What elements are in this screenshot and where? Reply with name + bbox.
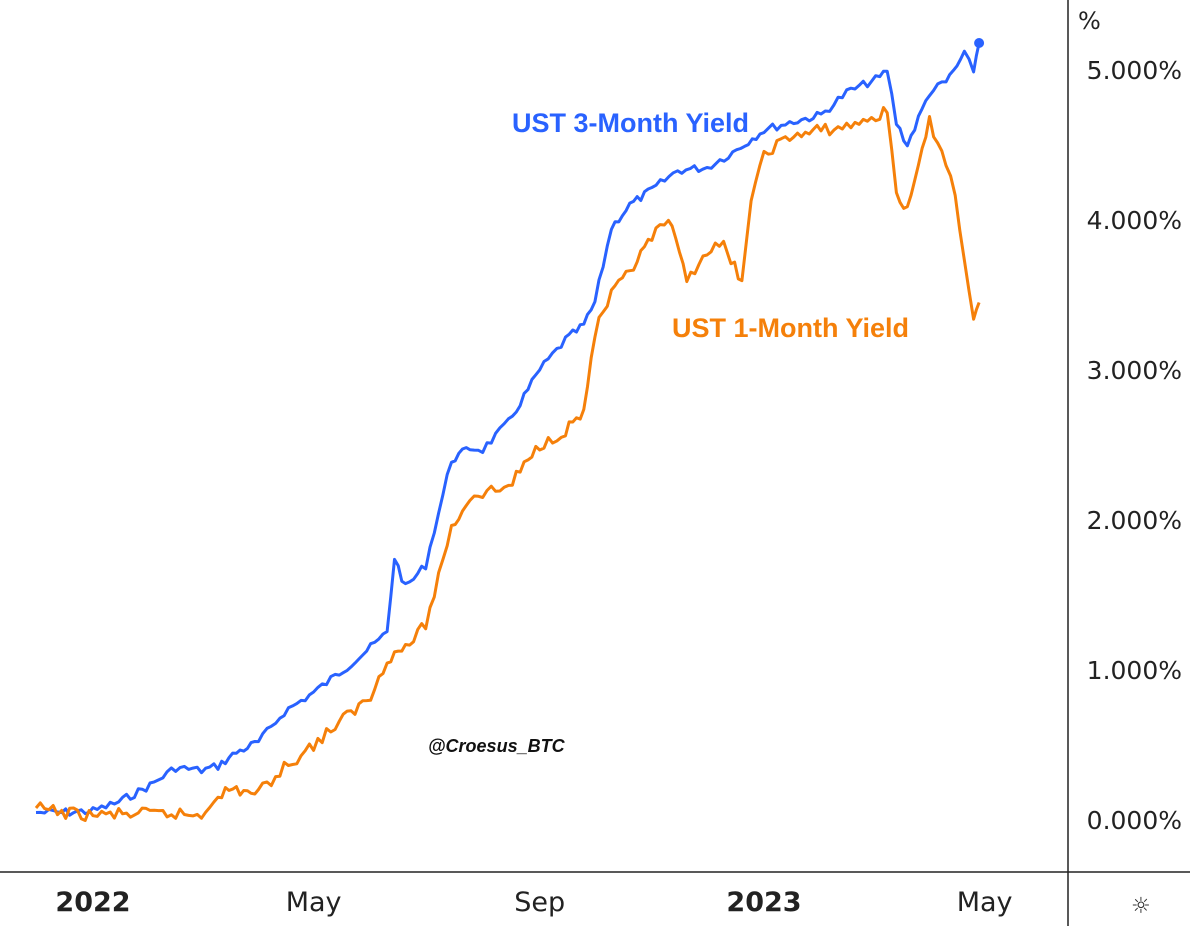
x-tick-label: 2023 <box>726 887 801 918</box>
x-tick-label: 2022 <box>55 887 130 918</box>
x-tick-label: May <box>286 887 342 918</box>
y-tick-label: 4.000% <box>1087 206 1182 235</box>
series-line-3-month <box>35 42 981 817</box>
watermark-text: @Croesus_BTC <box>428 736 566 756</box>
x-tick-label: Sep <box>514 887 565 918</box>
y-tick-label: 5.000% <box>1087 56 1182 85</box>
last-value-marker <box>974 38 985 48</box>
y-tick-label: 2.000% <box>1087 506 1182 535</box>
y-tick-label: 3.000% <box>1087 356 1182 385</box>
x-axis-ticks: 2022 May Sep 2023 May <box>55 887 1012 918</box>
y-axis-ticks: 0.000% 1.000% 2.000% 3.000% 4.000% 5.000% <box>1087 56 1182 835</box>
series-layer <box>34 38 985 822</box>
series-label-1-month: UST 1-Month Yield <box>672 313 909 343</box>
x-tick-label: May <box>957 887 1013 918</box>
series-label-3-month: UST 3-Month Yield <box>512 108 749 138</box>
y-tick-label: 0.000% <box>1087 806 1182 835</box>
settings-icon[interactable]: ☼ <box>1131 894 1151 919</box>
series-line-1-month <box>34 106 981 822</box>
y-tick-label: 1.000% <box>1087 656 1182 685</box>
y-axis-unit-label: % <box>1078 7 1101 35</box>
